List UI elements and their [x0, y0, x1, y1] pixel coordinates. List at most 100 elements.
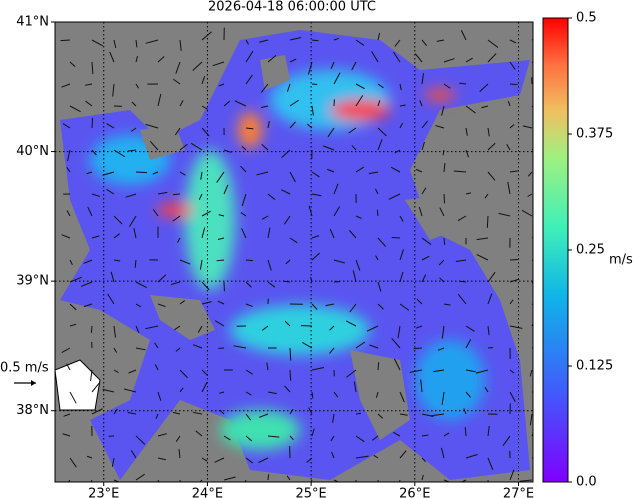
arrow: [486, 215, 489, 228]
arrow: [377, 362, 380, 371]
arrow: [509, 124, 515, 129]
arrow: [441, 105, 445, 116]
arrow: [377, 281, 382, 292]
arrow: [67, 149, 71, 162]
arrow: [371, 435, 379, 441]
arrow: [399, 104, 406, 107]
arrow: [113, 259, 121, 262]
arrow: [465, 105, 476, 114]
arrow: [113, 369, 119, 373]
arrow: [391, 338, 401, 349]
arrow: [333, 206, 341, 217]
arrow: [127, 412, 137, 415]
arrow: [438, 259, 445, 266]
arrow: [391, 237, 401, 239]
arrow: [201, 31, 212, 41]
arrow: [311, 193, 322, 197]
arrow: [102, 171, 115, 176]
arrow: [420, 379, 423, 393]
arrow: [399, 450, 407, 459]
arrow: [487, 425, 490, 437]
colorbar-tick-label: 0.375: [576, 127, 613, 142]
arrow: [178, 449, 181, 459]
arrow: [179, 100, 184, 107]
arrow: [375, 391, 379, 398]
arrow: [377, 139, 383, 151]
arrow: [529, 369, 533, 377]
arrow: [416, 298, 423, 305]
arrow: [476, 254, 489, 261]
arrow: [63, 413, 71, 417]
arrow: [258, 457, 269, 464]
arrow: [531, 322, 533, 327]
arrow: [459, 82, 467, 85]
arrow: [506, 143, 511, 151]
arrow: [442, 149, 445, 156]
arrow: [421, 237, 432, 245]
arrow: [394, 149, 401, 154]
arrow: [377, 237, 387, 247]
arrow: [135, 171, 148, 174]
arrow: [352, 270, 357, 283]
arrow: [106, 123, 115, 129]
arrow: [431, 413, 445, 417]
arrow: [200, 171, 203, 180]
arrow: [329, 347, 335, 354]
arrow: [145, 123, 159, 129]
arrow: [509, 469, 515, 481]
arrow: [487, 142, 496, 151]
arrow: [69, 457, 77, 468]
arrow: [91, 408, 103, 415]
arrow: [329, 325, 335, 331]
arrow: [349, 303, 357, 313]
arrow: [61, 347, 71, 354]
arrow: [509, 325, 523, 329]
arrow: [113, 325, 116, 338]
arrow: [443, 237, 446, 245]
arrow: [256, 171, 269, 176]
arrow: [289, 237, 298, 244]
arrow: [479, 83, 489, 92]
arrow: [267, 193, 276, 200]
arrow: [172, 411, 181, 415]
arrow: [464, 427, 467, 437]
arrow: [443, 58, 455, 63]
arrow: [399, 413, 408, 416]
arrow: [487, 293, 493, 305]
arrow: [457, 215, 467, 222]
arrow: [519, 479, 533, 482]
arrow: [192, 344, 203, 349]
arrow: [397, 325, 401, 339]
arrow: [355, 166, 365, 173]
arrow: [507, 181, 511, 195]
arrow: [157, 303, 166, 308]
arrow: [443, 479, 451, 482]
colorbar-tick-label: 0.125: [576, 359, 613, 374]
arrow: [289, 435, 294, 441]
arrow: [223, 100, 231, 107]
arrow: [439, 207, 445, 217]
arrow: [465, 57, 473, 63]
arrow: [197, 325, 203, 333]
arrow: [241, 193, 247, 207]
arrow: [267, 227, 271, 239]
arrow: [521, 209, 533, 217]
arrow: [192, 61, 203, 71]
colorbar-tick-label: 0.5: [576, 11, 597, 26]
arrow: [413, 347, 423, 350]
arrow: [131, 101, 137, 107]
y-tick-label: 38°N: [16, 403, 49, 418]
arrow: [267, 281, 276, 288]
arrow: [69, 105, 81, 113]
arrow: [135, 325, 140, 334]
arrow: [112, 83, 115, 97]
arrow: [443, 163, 446, 173]
arrow: [135, 473, 145, 481]
arrow: [157, 191, 168, 195]
arrow: [421, 255, 430, 261]
arrow: [60, 39, 71, 42]
arrow: [201, 75, 206, 85]
arrow: [465, 127, 468, 136]
arrow: [259, 39, 269, 43]
arrow: [149, 140, 159, 151]
